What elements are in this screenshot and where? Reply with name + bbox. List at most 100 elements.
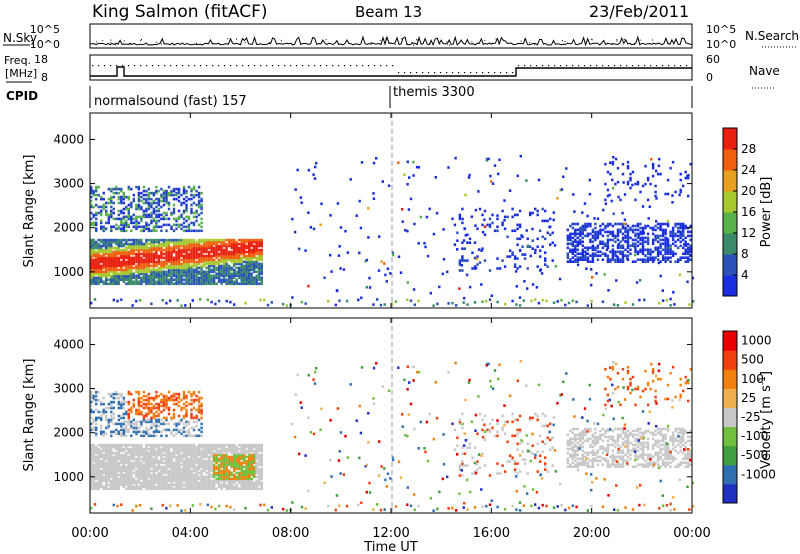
velocity-cell [132, 422, 135, 426]
power-cell [135, 221, 138, 225]
velocity-cell [140, 485, 143, 489]
velocity-cell [170, 461, 173, 465]
power-cell [110, 278, 113, 282]
velocity-cell [95, 477, 98, 481]
power-cell [631, 303, 635, 306]
power-cell [145, 278, 148, 282]
power-cell [125, 266, 128, 270]
power-cell [529, 211, 532, 215]
velocity-cell [260, 469, 263, 473]
velocity-cell [220, 453, 223, 457]
power-cell [195, 282, 198, 286]
power-cell [212, 250, 216, 254]
power-cell [150, 280, 153, 284]
power-cell [192, 244, 196, 248]
power-cell [110, 242, 113, 246]
velocity-cell [145, 453, 148, 457]
velocity-cell [190, 447, 193, 451]
power-cell [122, 248, 125, 252]
velocity-cell [120, 461, 123, 465]
velocity-cell [217, 465, 221, 469]
velocity-cell [233, 453, 236, 457]
power-cell [240, 246, 243, 250]
velocity-cell [172, 477, 176, 481]
power-cell [90, 203, 93, 207]
power-cell [190, 209, 193, 213]
velocity-cell [160, 410, 163, 414]
velocity-cell [220, 451, 223, 455]
nsearch-point [667, 43, 669, 44]
power-cell [102, 227, 105, 231]
velocity-cell [185, 485, 188, 489]
power-cell [669, 260, 672, 263]
power-cell [200, 270, 203, 274]
velocity-cell [217, 477, 221, 481]
velocity-cell [238, 459, 241, 463]
power-cell [483, 209, 487, 213]
power-cell [624, 230, 627, 234]
velocity-cell [222, 477, 226, 481]
power-cell [230, 258, 233, 262]
power-cell [97, 238, 100, 242]
nsearch-point [448, 44, 450, 46]
power-cell [258, 264, 261, 268]
power-cell [90, 244, 93, 248]
power-cell [180, 280, 183, 284]
power-cell [259, 298, 262, 302]
power-cell [162, 280, 166, 284]
power-cell [222, 238, 226, 242]
velocity-cell [190, 471, 193, 475]
power-cell [147, 187, 151, 191]
velocity-cell [172, 483, 176, 487]
power-cell [679, 230, 682, 234]
velocity-cell [162, 483, 166, 487]
power-cell [192, 270, 196, 274]
velocity-cell [225, 451, 228, 455]
power-cell [169, 299, 172, 303]
power-cell [220, 238, 223, 242]
power-cell [621, 162, 625, 166]
power-cell [127, 282, 130, 286]
power-cell [150, 270, 153, 274]
velocity-cell [190, 461, 193, 465]
velocity-cell [235, 485, 238, 489]
power-cell [243, 246, 246, 250]
power-cell [535, 286, 539, 289]
velocity-cell [107, 471, 110, 475]
power-cell [634, 253, 637, 257]
power-cell [210, 238, 213, 242]
power-cell [601, 240, 605, 244]
power-cell [190, 244, 193, 248]
velocity-cell [147, 473, 151, 477]
power-cell [230, 246, 233, 250]
power-cell [190, 189, 193, 193]
power-cell [142, 189, 146, 193]
power-cell [182, 254, 186, 258]
power-cell [360, 161, 364, 164]
velocity-cell [187, 463, 191, 467]
power-cell [107, 201, 110, 205]
power-cell [217, 246, 221, 250]
power-cell [584, 226, 587, 230]
power-cell [105, 238, 108, 242]
velocity-cell [155, 481, 158, 485]
power-cell [187, 242, 191, 246]
power-cell [135, 205, 138, 209]
velocity-cell [125, 410, 128, 414]
velocity-cell [95, 447, 98, 451]
velocity-cell [212, 459, 216, 463]
velocity-cell [145, 469, 148, 473]
power-cell [215, 256, 218, 260]
power-cell [152, 274, 156, 278]
power-cell [155, 191, 158, 195]
power-cell [190, 238, 193, 242]
power-cell [571, 260, 574, 263]
power-cell [210, 256, 213, 260]
velocity-cell [240, 449, 243, 453]
power-cell [413, 303, 416, 307]
velocity-cell [147, 428, 151, 432]
power-cell [540, 272, 544, 275]
power-cell [586, 246, 590, 250]
velocity-cell [197, 463, 201, 467]
power-cell [112, 187, 115, 191]
